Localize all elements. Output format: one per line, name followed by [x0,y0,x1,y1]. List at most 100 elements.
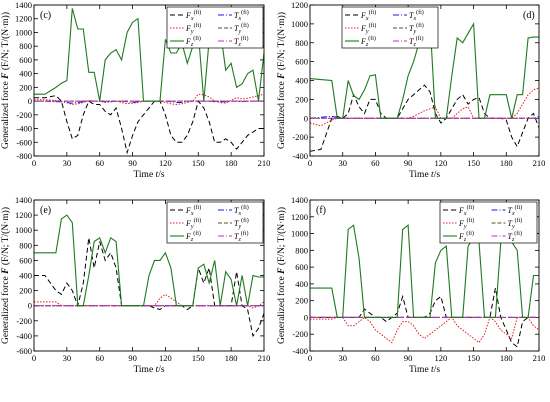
y-tick-label: 600 [19,55,32,65]
series-line-fyfi [34,93,264,106]
y-tick-label: 800 [295,38,308,48]
y-tick-label: -200 [16,316,32,326]
y-tick-label: 200 [19,286,32,296]
y-tick-label: -600 [16,346,32,356]
x-axis-label: Time t/s [133,170,164,180]
x-tick-label: 150 [467,158,480,168]
panel-tag: (c) [40,10,51,21]
x-tick-label: 120 [159,353,172,363]
y-tick-label: 600 [19,255,32,265]
x-tick-label: 90 [404,158,413,168]
y-tick-label: 1200 [291,0,308,10]
y-tick-label: 1200 [15,14,32,24]
x-tick-label: 30 [338,353,347,363]
legend-label: Tx(fi) [409,9,424,22]
y-tick-label: -400 [292,346,308,356]
plot-frame [33,199,265,352]
legend-label: Ty(fi) [234,217,249,230]
legend-label: Fz(fi) [360,35,376,48]
y-tick-label: -400 [16,331,32,341]
series-line-fyfi [310,316,539,344]
x-tick-label: 180 [225,158,238,168]
y-axis-label: Generalized force F (F/N; T/(N·m)) [276,12,287,149]
x-tick-label: 90 [128,353,137,363]
y-tick-label: -200 [16,110,32,120]
x-tick-label: 30 [338,158,347,168]
legend-label: Ty(fi) [409,22,424,35]
y-tick-label: -400 [292,151,308,161]
series-line-fxfi [34,237,264,338]
x-tick-label: 210 [533,158,546,168]
legend-label: Tx(fi) [234,204,249,217]
x-tick-label: 180 [500,353,513,363]
legend-label: Fz(fi) [185,35,201,48]
y-tick-label: 400 [295,76,308,86]
y-tick-label: 600 [295,262,308,272]
x-axis-label: Time t/s [409,365,440,375]
y-axis-label: Generalized force F (F/N; T/(N·m)) [276,207,287,344]
series-line-fzfi [34,8,264,102]
y-tick-label: 1400 [15,0,32,10]
y-tick-label: 0 [28,96,32,106]
y-axis-label: Generalized force F (F/N; T/(N·m)) [0,12,11,149]
x-axis-label: Time t/s [133,365,164,375]
x-tick-label: 120 [434,158,447,168]
y-axis-label: Generalized force F (F/N; T/(N·m)) [0,207,11,344]
y-tick-label: 1000 [291,19,308,29]
legend-box [439,201,538,244]
x-axis-label: Time t/s [409,170,440,180]
panel-f: 0 30 60 90 120 150 180 210 -400 -200 0 200 400 600 800… [276,195,545,375]
x-tick-label: 60 [95,158,104,168]
x-tick-label: 150 [192,353,205,363]
legend-label: Fx(fi) [458,204,474,217]
y-tick-label: 1000 [291,229,308,239]
y-tick-label: 1200 [291,212,308,222]
legend-label: Tz(fi) [508,230,522,243]
x-tick-label: 180 [225,353,238,363]
x-tick-label: 0 [308,353,312,363]
legend-label: Tx(fi) [508,204,523,217]
x-tick-label: 30 [63,353,72,363]
legend-label: Fx(fi) [185,204,201,217]
plot-frame [309,199,540,352]
legend-label: Fy(fi) [360,22,376,35]
y-tick-label: 0 [28,301,32,311]
legend-label: Fx(fi) [360,9,376,22]
x-tick-label: 60 [371,158,380,168]
legend-label: Fz(fi) [458,230,474,243]
legend-label: Ty(fi) [508,217,523,230]
legend-label: Ty(fi) [234,22,249,35]
y-tick-label: 800 [19,41,32,51]
series-line-fxfi [34,95,264,155]
x-tick-label: 0 [32,353,36,363]
y-tick-label: 400 [19,271,32,281]
y-tick-label: 200 [295,296,308,306]
x-tick-label: 0 [32,158,36,168]
legend-label: Tz(fi) [409,35,423,48]
x-tick-label: 210 [258,353,271,363]
legend-label: Tx(fi) [234,9,249,22]
y-tick-label: 0 [304,113,308,123]
x-tick-label: 120 [159,158,172,168]
legend-label: Fy(fi) [185,217,201,230]
y-tick-label: 0 [304,312,308,322]
plot-frame [33,4,265,157]
plot-frame [309,4,540,157]
y-tick-label: 1400 [15,195,32,205]
x-tick-label: 210 [258,158,271,168]
panel-tag: (d) [523,10,535,21]
x-tick-label: 0 [308,158,312,168]
x-tick-label: 90 [404,353,413,363]
y-tick-label: -600 [16,137,32,147]
y-tick-label: 200 [295,94,308,104]
x-tick-label: 30 [63,158,72,168]
y-tick-label: -200 [292,329,308,339]
panel-tag: (f) [316,205,326,216]
series-line-fzfi [34,214,264,307]
y-tick-label: 1000 [15,225,32,235]
y-tick-label: -400 [16,124,32,134]
x-tick-label: 150 [192,158,205,168]
y-tick-label: 1200 [15,210,32,220]
x-tick-label: 60 [95,353,104,363]
